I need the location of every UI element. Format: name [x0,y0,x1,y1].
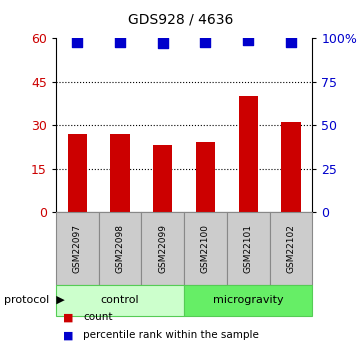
Text: GSM22098: GSM22098 [116,224,125,273]
Bar [184,285,312,316]
Bar [99,212,142,285]
Bar [270,212,312,285]
Bar [56,212,99,285]
Point [74,40,80,45]
Text: GSM22099: GSM22099 [158,224,167,273]
Bar [281,122,300,212]
Text: GSM22102: GSM22102 [286,224,295,273]
Bar [196,142,215,212]
Point [245,37,251,42]
Bar [184,212,227,285]
Text: control: control [101,295,139,305]
Text: GSM22097: GSM22097 [73,224,82,273]
Bar [56,285,184,316]
Bar [239,96,258,212]
Point [288,40,294,45]
Bar [68,134,87,212]
Point [117,40,123,45]
Text: GDS928 / 4636: GDS928 / 4636 [128,12,233,26]
Bar [142,212,184,285]
Text: GSM22100: GSM22100 [201,224,210,273]
Text: GSM22101: GSM22101 [244,224,253,273]
Text: count: count [83,313,113,322]
Text: ■: ■ [63,331,74,340]
Text: ■: ■ [63,313,74,322]
Text: percentile rank within the sample: percentile rank within the sample [83,331,259,340]
Bar [110,134,130,212]
Point [203,40,208,45]
Bar [227,212,270,285]
Text: microgravity: microgravity [213,295,283,305]
Bar [153,145,172,212]
Point [160,40,166,46]
Text: protocol  ▶: protocol ▶ [4,295,64,305]
